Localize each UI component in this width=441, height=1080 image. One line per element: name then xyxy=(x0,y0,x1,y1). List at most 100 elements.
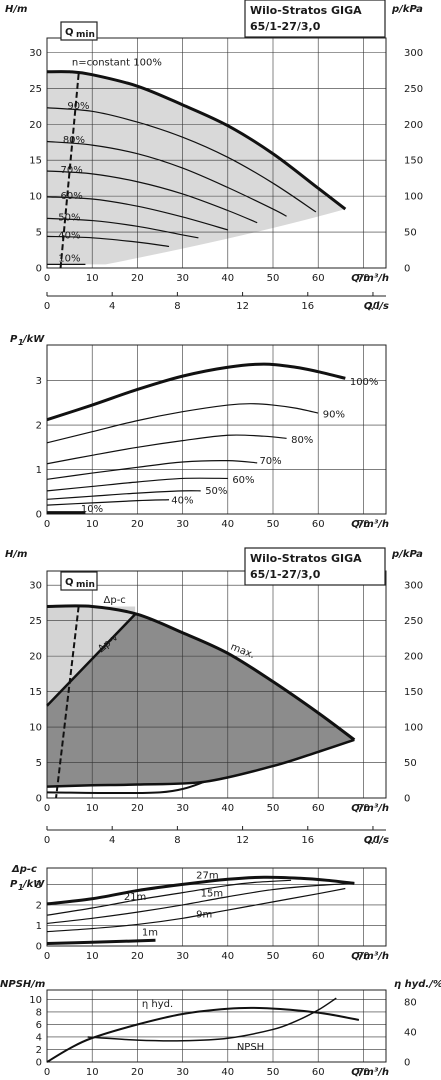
y-tick-label: 0 xyxy=(36,794,42,805)
dpv-line xyxy=(46,613,137,707)
series-label: 50% xyxy=(205,486,227,497)
series-line xyxy=(46,362,346,422)
y-axis-label-sub: 1 xyxy=(18,883,24,892)
y2-tick-label: 150 xyxy=(404,156,423,167)
series-line xyxy=(46,107,317,213)
y2-tick-label: 80 xyxy=(404,998,417,1009)
series-line xyxy=(46,490,201,500)
x2-tick-label: 4 xyxy=(109,301,115,312)
x-tick-label: 50 xyxy=(267,1067,280,1078)
x-tick-label: 40 xyxy=(221,951,234,962)
x-tick-label: 60 xyxy=(312,519,325,530)
plot-frame xyxy=(46,344,387,515)
efficiency-label: η hyd. xyxy=(142,999,173,1010)
plot-frame xyxy=(46,989,387,1063)
x-tick-label: 0 xyxy=(44,1067,50,1078)
y-tick-label: 25 xyxy=(29,84,42,95)
x-tick-label: 30 xyxy=(176,519,189,530)
series-line xyxy=(46,499,170,506)
x-tick-label: 60 xyxy=(312,1067,325,1078)
y2-tick-label: 40 xyxy=(404,1028,417,1039)
x-axis-label: Q/m³/h xyxy=(351,519,389,530)
qmin-label: Q xyxy=(65,27,74,38)
y-axis-label-unit: /kW xyxy=(22,879,45,890)
x2-tick-label: 16 xyxy=(301,301,314,312)
x-tick-label: 70 xyxy=(357,803,370,814)
x-tick-label: 50 xyxy=(267,519,280,530)
series-label: 10% xyxy=(58,254,80,265)
series-line xyxy=(46,170,258,224)
series-label: 27m xyxy=(196,870,218,881)
x-tick-label: 50 xyxy=(267,273,280,284)
x-tick-label: 20 xyxy=(131,951,144,962)
y2-tick-label: 200 xyxy=(404,652,423,663)
qmin-box xyxy=(60,571,98,591)
y2-tick-label: 300 xyxy=(404,48,423,59)
x-tick-label: 30 xyxy=(176,803,189,814)
x2-axis-label: Q/l/s xyxy=(364,835,389,846)
x-tick-label: 40 xyxy=(221,803,234,814)
y2-tick-label: 0 xyxy=(404,264,410,275)
series-line xyxy=(46,217,199,239)
y2-tick-label: 50 xyxy=(404,228,417,239)
y-axis-label-unit: /kW xyxy=(22,334,45,345)
series-line xyxy=(46,477,228,492)
x-tick-label: 60 xyxy=(312,273,325,284)
npsh-line xyxy=(87,997,337,1042)
y2-tick-label: 0 xyxy=(404,794,410,805)
series-line xyxy=(46,434,287,465)
series-label: 90% xyxy=(323,409,345,420)
series-label: 70% xyxy=(61,165,83,176)
y-axis-label: H/m xyxy=(5,4,27,15)
npsh-label: NPSH xyxy=(237,1042,264,1053)
x2-axis-label: Q/l/s xyxy=(364,301,389,312)
y-tick-label: 0 xyxy=(36,942,42,953)
series-line xyxy=(46,70,347,211)
series-label: 40% xyxy=(58,231,80,242)
plot-frame xyxy=(46,867,387,947)
x-axis-label: Q/m³/h xyxy=(351,951,389,962)
x2-tick-label: 8 xyxy=(174,835,180,846)
series-line xyxy=(46,235,170,248)
x-tick-label: 10 xyxy=(86,1067,99,1078)
series-line xyxy=(46,196,228,231)
chart-subtitle: 65/1-27/3,0 xyxy=(250,20,321,33)
x-tick-label: 0 xyxy=(44,273,50,284)
title-box xyxy=(244,0,386,38)
x2-tick-label: 12 xyxy=(236,835,249,846)
y-tick-label: 1 xyxy=(36,921,42,932)
x-tick-label: 50 xyxy=(267,951,280,962)
qmin-line xyxy=(59,73,80,269)
y-tick-label: 4 xyxy=(36,1032,42,1043)
y2-tick-label: 50 xyxy=(404,758,417,769)
y-tick-label: 8 xyxy=(36,1007,42,1018)
x-axis-label: Q/m³/h xyxy=(351,803,389,814)
y-tick-label: 1 xyxy=(36,465,42,476)
y-tick-label: 30 xyxy=(29,48,42,59)
y-tick-label: 25 xyxy=(29,616,42,627)
efficiency-line xyxy=(46,1006,360,1063)
x2-tick-label: 8 xyxy=(174,301,180,312)
y2-tick-label: 150 xyxy=(404,687,423,698)
y-tick-label: 5 xyxy=(36,228,42,239)
y2-tick-label: 200 xyxy=(404,120,423,131)
x-tick-label: 60 xyxy=(312,803,325,814)
y-axis-label: P xyxy=(10,879,18,890)
y2-tick-label: 0 xyxy=(404,1058,410,1069)
y-tick-label: 3 xyxy=(36,376,42,387)
series-label: 40% xyxy=(171,495,193,506)
y-tick-label: 6 xyxy=(36,1020,42,1031)
series-line xyxy=(46,875,355,906)
y2-tick-label: 250 xyxy=(404,616,423,627)
x-tick-label: 40 xyxy=(221,273,234,284)
y-tick-label: 10 xyxy=(29,995,42,1006)
y-tick-label: 2 xyxy=(36,1045,42,1056)
dpv-area xyxy=(47,614,355,787)
y2-axis-label: p/kPa xyxy=(391,549,423,560)
x2-tick-label: 12 xyxy=(236,301,249,312)
plot-frame xyxy=(46,37,387,269)
